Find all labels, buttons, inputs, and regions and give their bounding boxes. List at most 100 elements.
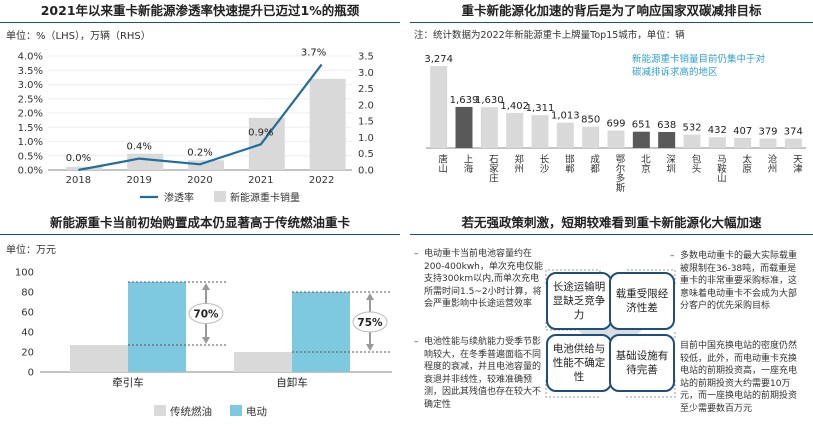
legend-fuel-swatch — [154, 405, 166, 416]
city-bar — [430, 66, 448, 148]
sales-bar — [127, 153, 164, 170]
value-label: 638 — [657, 120, 676, 131]
city-bar — [708, 137, 726, 148]
value-label: 1,013 — [551, 111, 580, 122]
arrow-head-down — [202, 337, 210, 344]
value-label: 3,274 — [424, 54, 453, 65]
right-point-1: – 多数电动重卡的最大实际载重被限制在36-38吨，而载重是重卡的非常重要采购标准… — [670, 251, 798, 311]
arrow-head-down — [366, 344, 374, 351]
x-tick: 鄂尔多斯 — [614, 154, 626, 193]
rate-label: 0.2% — [187, 147, 212, 158]
bullet: – — [414, 249, 419, 259]
y-tick-left: 2.5% — [18, 94, 43, 105]
city-bar — [784, 138, 802, 148]
city-bar — [531, 115, 549, 148]
city-bar — [556, 122, 574, 148]
y-tick: 40 — [21, 328, 34, 339]
y-tick-left: 3.0% — [18, 80, 43, 91]
legend-fuel-label: 传统燃油 — [170, 405, 212, 418]
value-label: 1,639 — [450, 95, 479, 106]
city-bar — [480, 107, 498, 148]
y-tick-left: 0.0% — [18, 166, 43, 177]
y-tick-left: 1.0% — [18, 137, 43, 148]
gap-badge — [188, 303, 224, 324]
legend-bar-label: 新能源重卡销量 — [230, 191, 300, 204]
value-label: 379 — [758, 127, 777, 138]
box-load-limit: 载重受限经济性差 — [609, 272, 675, 330]
y-tick-right: 1.5 — [358, 117, 374, 128]
gap-label: 75% — [357, 317, 383, 329]
penetration-panel: 2021年以来重卡新能源渗透率快速提升已迈过1%的瓶颈 单位：%（LHS），万辆… — [0, 0, 400, 207]
value-label: 1,402 — [500, 101, 529, 112]
value-label: 699 — [606, 118, 625, 129]
y-tick-right: 3.5 — [358, 52, 374, 63]
y-tick-right: 2.0 — [358, 100, 374, 111]
y-tick-right: 3.0 — [358, 68, 374, 79]
x-tick: 郑州 — [512, 153, 524, 173]
gap-badge — [352, 311, 388, 333]
panel-title: 若无强政策刺激，短期较难看到重卡新能源化大幅加速 — [410, 212, 813, 235]
value-label: 374 — [784, 127, 803, 138]
x-tick: 北京 — [639, 154, 651, 174]
value-label: 432 — [708, 125, 727, 136]
bullet: – — [414, 337, 419, 347]
x-tick: 太原 — [740, 153, 752, 173]
x-tick: 邯郸 — [563, 153, 575, 174]
y-tick-left: 0.5% — [18, 151, 43, 162]
y-tick-left: 3.5% — [18, 66, 43, 77]
city-bar — [607, 130, 625, 148]
cost-chart: 0 20 40 60 80 100 牵引车 70% 自卸车 75% 传统燃油 电动 — [15, 268, 392, 418]
ev-bar — [128, 282, 186, 372]
annotation-line-2: 碳减排诉求高的地区 — [632, 67, 718, 78]
value-label: 407 — [733, 126, 752, 137]
sales-bar — [248, 117, 285, 170]
x-tick: 深圳 — [664, 154, 676, 173]
x-tick: 2019 — [126, 175, 151, 186]
city-bar — [506, 112, 524, 148]
x-tick: 沧州 — [766, 153, 778, 173]
panel-title: 重卡新能源化加速的背后是为了响应国家双碳减排目标 — [410, 0, 813, 23]
y-tick-right: 0.0 — [358, 166, 374, 177]
y-tick: 60 — [21, 308, 34, 319]
city-bar — [759, 138, 777, 148]
y-tick-left: 1.5% — [18, 123, 43, 134]
annotation-text: 新能源重卡销量目前仍集中于对 碳减排诉求高的地区 — [632, 53, 765, 79]
city-bar — [582, 126, 600, 148]
x-tick: 成都 — [588, 153, 600, 174]
barrier-panel: 若无强政策刺激，短期较难看到重卡新能源化大幅加速 – 电动重卡当前电池容量约在20… — [410, 212, 813, 424]
city-bar — [734, 137, 752, 148]
box-battery: 电池供给与性能不确定性 — [546, 334, 612, 392]
x-tick: 唐山 — [436, 153, 448, 173]
value-label: 532 — [682, 123, 701, 134]
ev-bar — [292, 292, 350, 372]
legend-bar-swatch — [214, 191, 226, 202]
value-label: 850 — [581, 115, 600, 126]
cost-panel: 新能源重卡当前初始购置成本仍显著高于传统燃油重卡 单位：万元 0 20 40 60 80… — [0, 212, 400, 424]
rate-label: 0.4% — [126, 142, 151, 153]
rate-label: 3.7% — [301, 48, 326, 59]
annotation-line-1: 新能源重卡销量目前仍集中于对 — [632, 54, 766, 65]
left-point-2: – 电池性能与续航能力受季节影响较大，在冬季普遍面临不同程度的衰减，并且电池容量的… — [414, 337, 542, 410]
x-tick: 自卸车 — [276, 376, 308, 389]
gap-label: 70% — [193, 309, 219, 321]
sales-bar — [188, 160, 224, 170]
x-tick: 包头 — [690, 153, 702, 174]
x-tick: 上海 — [462, 154, 474, 174]
x-tick: 天津 — [791, 154, 803, 174]
penetration-line — [78, 63, 323, 172]
city-bar — [658, 132, 676, 148]
panel-title: 2021年以来重卡新能源渗透率快速提升已迈过1%的瓶颈 — [0, 0, 400, 23]
arrow-head-up — [202, 283, 210, 290]
unit-note: 单位：万元 — [6, 245, 56, 256]
y-tick-left: 2.0% — [18, 109, 43, 120]
x-tick: 2021 — [248, 175, 273, 186]
legend-ev-swatch — [230, 405, 242, 416]
x-tick: 2022 — [309, 175, 334, 186]
rate-label: 0.9% — [248, 127, 273, 138]
x-tick: 2018 — [66, 175, 91, 186]
city-panel: 重卡新能源化加速的背后是为了响应国家双碳减排目标 注：统计数据为2022年新能源… — [410, 0, 813, 207]
x-tick: 石家庄 — [487, 154, 499, 183]
y-tick: 20 — [21, 348, 34, 359]
value-label: 651 — [632, 120, 651, 131]
unit-note: 单位：%（LHS），万辆（RHS） — [6, 31, 151, 42]
